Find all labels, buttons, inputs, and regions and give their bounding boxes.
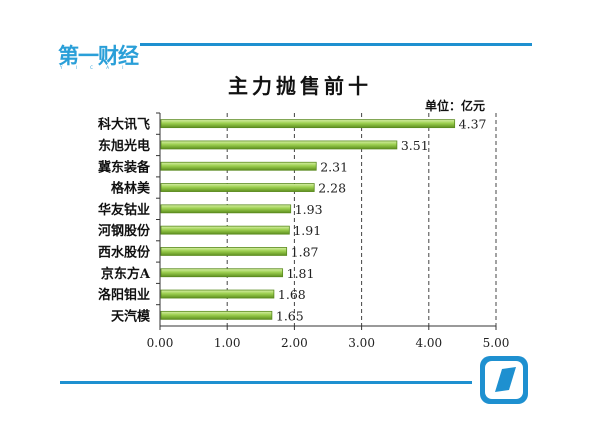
category-label: 洛阳钼业 xyxy=(98,287,150,303)
bar xyxy=(160,268,284,278)
value-label: 1.93 xyxy=(295,202,323,217)
bar xyxy=(160,183,315,192)
x-tick-label: 5.00 xyxy=(483,336,510,350)
x-tick-label: 3.00 xyxy=(348,336,375,350)
value-label: 1.68 xyxy=(278,287,306,302)
value-labels: 4.37 3.51 2.31 2.28 1.93 1.91 1.87 1.81 1.68 1.65 xyxy=(276,117,487,324)
value-label: 1.65 xyxy=(276,308,304,323)
bar xyxy=(160,140,398,150)
brand-name: 第一财经 xyxy=(58,44,139,68)
category-label: 东旭光电 xyxy=(98,138,150,154)
x-tick-label: 0.00 xyxy=(147,336,174,350)
category-label: 西水股份 xyxy=(98,244,151,260)
bar xyxy=(160,119,456,129)
x-tick-label: 4.00 xyxy=(415,336,442,350)
header-divider xyxy=(140,43,532,46)
category-label: 京东方A xyxy=(101,266,151,282)
bar xyxy=(160,310,273,320)
value-label: 1.81 xyxy=(287,266,315,281)
bars xyxy=(160,119,456,320)
brand-badge-icon xyxy=(480,356,528,404)
bar xyxy=(160,204,292,214)
bar xyxy=(160,247,288,256)
value-label: 1.87 xyxy=(291,244,319,259)
value-label: 2.31 xyxy=(320,159,348,174)
bar xyxy=(160,289,275,299)
category-label: 天汽模 xyxy=(111,308,151,324)
value-label: 2.28 xyxy=(318,181,346,196)
category-label: 华友钴业 xyxy=(98,202,150,218)
x-tick-label: 1.00 xyxy=(214,336,241,350)
bar xyxy=(160,225,290,235)
value-label: 3.51 xyxy=(401,138,429,153)
chart-title: 主力抛售前十 xyxy=(228,74,372,98)
unit-label: 单位：亿元 xyxy=(425,98,485,113)
value-label: 4.37 xyxy=(459,117,487,132)
bar xyxy=(160,161,317,171)
category-label: 冀东装备 xyxy=(98,159,151,175)
value-label: 1.91 xyxy=(293,223,321,238)
x-tick-label: 2.00 xyxy=(281,336,308,350)
axes xyxy=(156,112,497,330)
footer-divider xyxy=(60,381,472,384)
category-label: 格林美 xyxy=(111,181,151,197)
category-label: 河钢股份 xyxy=(98,223,151,239)
x-tick-labels: 0.00 1.00 2.00 3.00 4.00 5.00 xyxy=(147,336,510,350)
brand-subtitle: Y I C A I xyxy=(60,65,130,70)
category-label: 科大讯飞 xyxy=(98,117,150,133)
